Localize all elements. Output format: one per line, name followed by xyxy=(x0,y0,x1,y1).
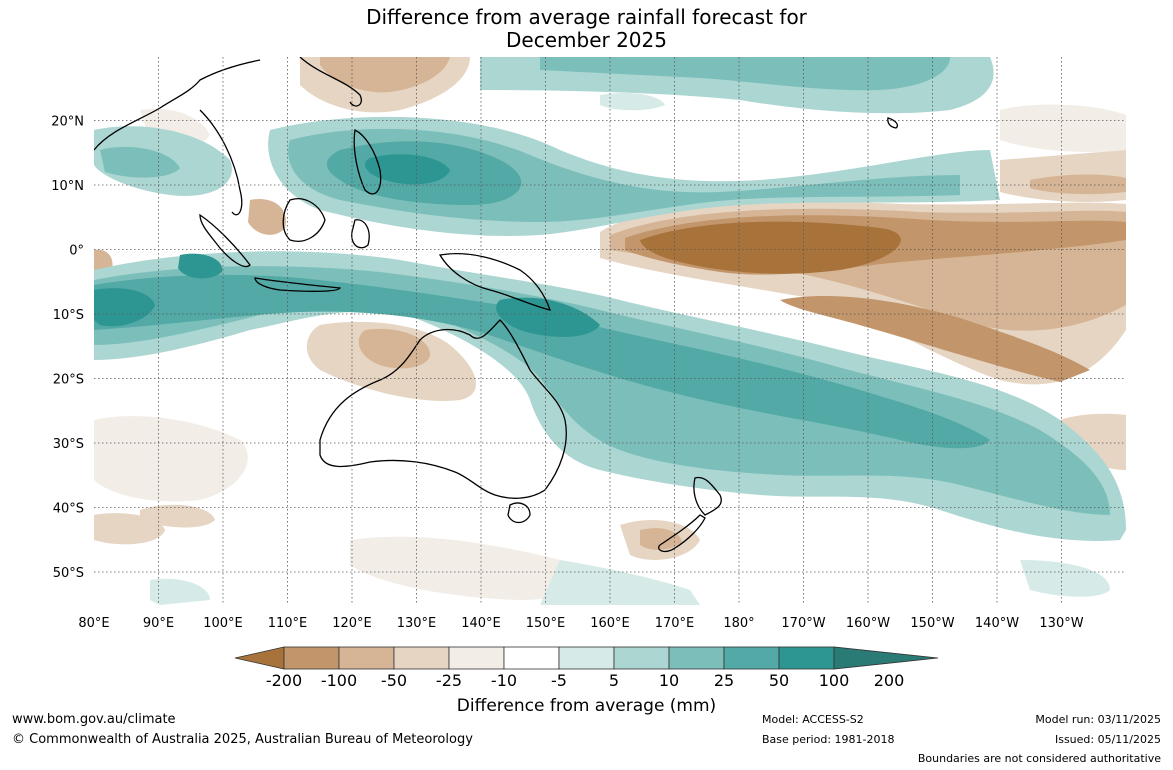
colorbar-segment xyxy=(503,646,560,670)
lon-label: 80°E xyxy=(78,616,109,631)
lon-label: 150°W xyxy=(910,616,954,631)
colorbar-tick-label: -50 xyxy=(380,671,408,690)
dry-anomaly-regions xyxy=(94,57,1126,600)
website-url: www.bom.gov.au/climate xyxy=(12,712,176,727)
colorbar-title: Difference from average (mm) xyxy=(456,696,717,716)
nz-south-island xyxy=(658,514,706,553)
chart-title-line1: Difference from average rainfall forecas… xyxy=(366,5,807,29)
colorbar-segment xyxy=(723,646,780,670)
lon-label: 100°E xyxy=(203,616,243,631)
nz-north-island xyxy=(693,476,722,516)
lon-label: 160°E xyxy=(590,616,630,631)
chart-title-line2: December 2025 xyxy=(506,28,667,52)
colorbar xyxy=(234,646,939,670)
philippines-coastline xyxy=(353,129,382,195)
colorbar-tick-label: 25 xyxy=(713,671,735,690)
colorbar-tick-label: -100 xyxy=(320,671,358,690)
colorbar-segment xyxy=(668,646,725,670)
colorbar-tick-label: -25 xyxy=(435,671,463,690)
lat-label: 0° xyxy=(69,244,84,259)
colorbar-tick-label: 50 xyxy=(768,671,790,690)
lon-label: 170°E xyxy=(655,616,695,631)
colorbar-segment xyxy=(448,646,505,670)
colorbar-tick-label: 200 xyxy=(873,671,905,690)
colorbar-tick-label: -5 xyxy=(551,671,567,690)
lat-label: 40°S xyxy=(53,502,84,517)
indochina-coastline xyxy=(199,109,243,216)
lat-label: 20°N xyxy=(51,115,84,130)
lat-label: 10°S xyxy=(53,308,84,323)
wet-anomaly-regions xyxy=(94,57,1126,605)
tasmania-coastline xyxy=(507,502,531,524)
colorbar-segment xyxy=(393,646,450,670)
colorbar-segment xyxy=(283,646,340,670)
asia-coastline xyxy=(94,59,261,151)
lon-label: 170°W xyxy=(781,616,825,631)
colorbar-max-extension xyxy=(833,646,939,670)
rainfall-anomaly-field xyxy=(94,57,1126,605)
copyright-text: © Commonwealth of Australia 2025, Austra… xyxy=(12,732,473,747)
base-period: Base period: 1981-2018 xyxy=(762,733,895,746)
model-run-date: Model run: 03/11/2025 xyxy=(1035,713,1161,726)
hawaii-coastline xyxy=(887,117,899,129)
colorbar-segment xyxy=(778,646,835,670)
latitude-labels: 20°N 10°N 0° 10°S 20°S 30°S 40°S 50°S xyxy=(51,115,84,582)
colorbar-tick-label: 5 xyxy=(608,671,620,690)
new-guinea-coastline xyxy=(438,253,551,311)
colorbar-tick-label: -10 xyxy=(490,671,518,690)
lon-label: 150°E xyxy=(526,616,566,631)
longitude-labels: 80°E 90°E 100°E 110°E 120°E 130°E 140°E 150°E 16… xyxy=(78,616,1083,631)
lat-label: 20°S xyxy=(53,373,84,388)
lon-label: 140°W xyxy=(975,616,1019,631)
lon-label: 110°E xyxy=(268,616,308,631)
colorbar-tick-label: -200 xyxy=(265,671,303,690)
boundaries-disclaimer: Boundaries are not considered authoritat… xyxy=(917,752,1161,765)
lon-label: 130°W xyxy=(1039,616,1083,631)
lon-label: 120°E xyxy=(332,616,372,631)
map-gridlines xyxy=(94,57,1126,605)
lon-label: 180° xyxy=(723,616,754,631)
colorbar-tick-label: 10 xyxy=(658,671,680,690)
lat-label: 10°N xyxy=(51,179,84,194)
lon-label: 140°E xyxy=(461,616,501,631)
sulawesi-coastline xyxy=(351,219,370,249)
lon-label: 90°E xyxy=(143,616,174,631)
borneo-coastline xyxy=(282,198,326,242)
model-name: Model: ACCESS-S2 xyxy=(762,713,864,726)
lat-label: 30°S xyxy=(53,437,84,452)
colorbar-min-extension xyxy=(234,646,285,670)
lat-label: 50°S xyxy=(53,566,84,581)
australia-coastline xyxy=(319,319,567,499)
china-coastline xyxy=(299,57,362,107)
java-coastline xyxy=(254,277,342,292)
colorbar-tick-label: 100 xyxy=(818,671,850,690)
issued-date: Issued: 05/11/2025 xyxy=(1054,733,1161,746)
lon-label: 130°E xyxy=(397,616,437,631)
colorbar-segment xyxy=(613,646,670,670)
colorbar-segment xyxy=(558,646,615,670)
colorbar-segment xyxy=(338,646,395,670)
lon-label: 160°W xyxy=(846,616,890,631)
